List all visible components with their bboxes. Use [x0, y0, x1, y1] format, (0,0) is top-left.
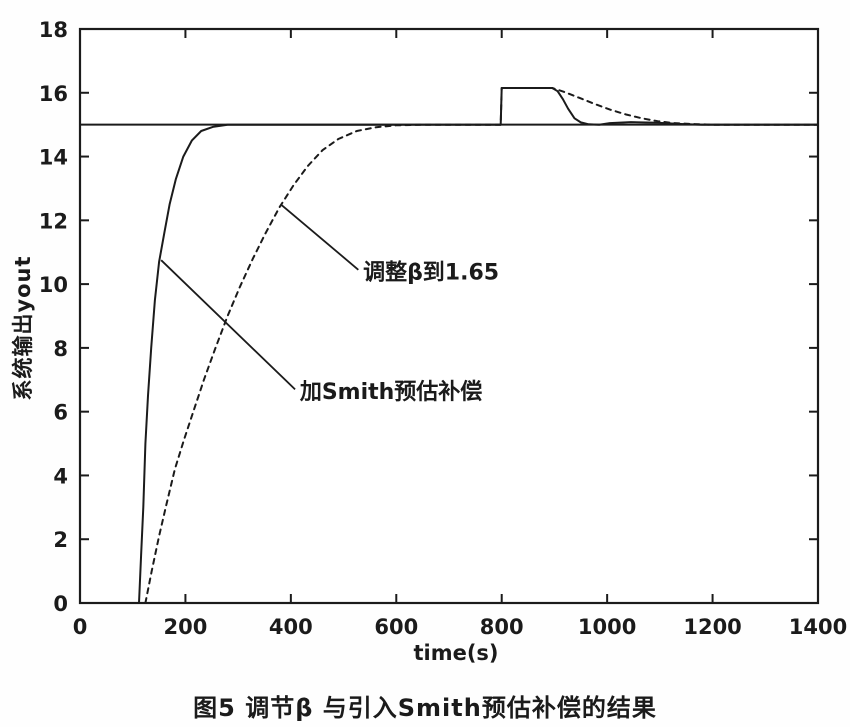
series-curve-0: [138, 87, 819, 604]
x-tick-label: 200: [164, 615, 208, 639]
y-tick-label: 6: [53, 401, 68, 425]
x-tick-label: 1400: [789, 615, 847, 639]
x-axis-label: time(s): [413, 641, 499, 665]
x-tick-label: 1000: [578, 615, 636, 639]
plot-area: 0 200 400 600 800 1000 1200 1400 0 2 4 6 8 10 12 14 16 18…: [39, 18, 847, 639]
y-tick-label: 16: [39, 82, 68, 106]
annotation-leader-0: [280, 203, 359, 271]
series-curve-1: [144, 87, 819, 604]
y-tick-label: 14: [39, 146, 68, 170]
y-tick-label: 8: [53, 337, 68, 361]
y-tick-label: 0: [53, 592, 68, 616]
x-tick-label: 0: [73, 615, 88, 639]
y-tick-label: 18: [39, 18, 68, 42]
y-axis-label: 系统输出yout: [11, 255, 35, 401]
x-tick-label: 1200: [683, 615, 741, 639]
x-tick-label: 600: [374, 615, 418, 639]
y-tick-label: 10: [39, 273, 68, 297]
x-tick-label: 800: [480, 615, 524, 639]
y-tick-label: 2: [53, 528, 68, 552]
annotation-label-0: 调整β到1.65: [363, 259, 499, 285]
y-tick-label: 12: [39, 209, 68, 233]
y-tick-label: 4: [53, 464, 68, 488]
annotation-label-1: 加Smith预估补偿: [299, 379, 483, 405]
axes-box: [78, 27, 820, 605]
annotation-leader-1: [160, 259, 296, 390]
figure-caption: 图5 调节β 与引入Smith预估补偿的结果: [193, 694, 657, 722]
x-tick-label: 400: [269, 615, 313, 639]
